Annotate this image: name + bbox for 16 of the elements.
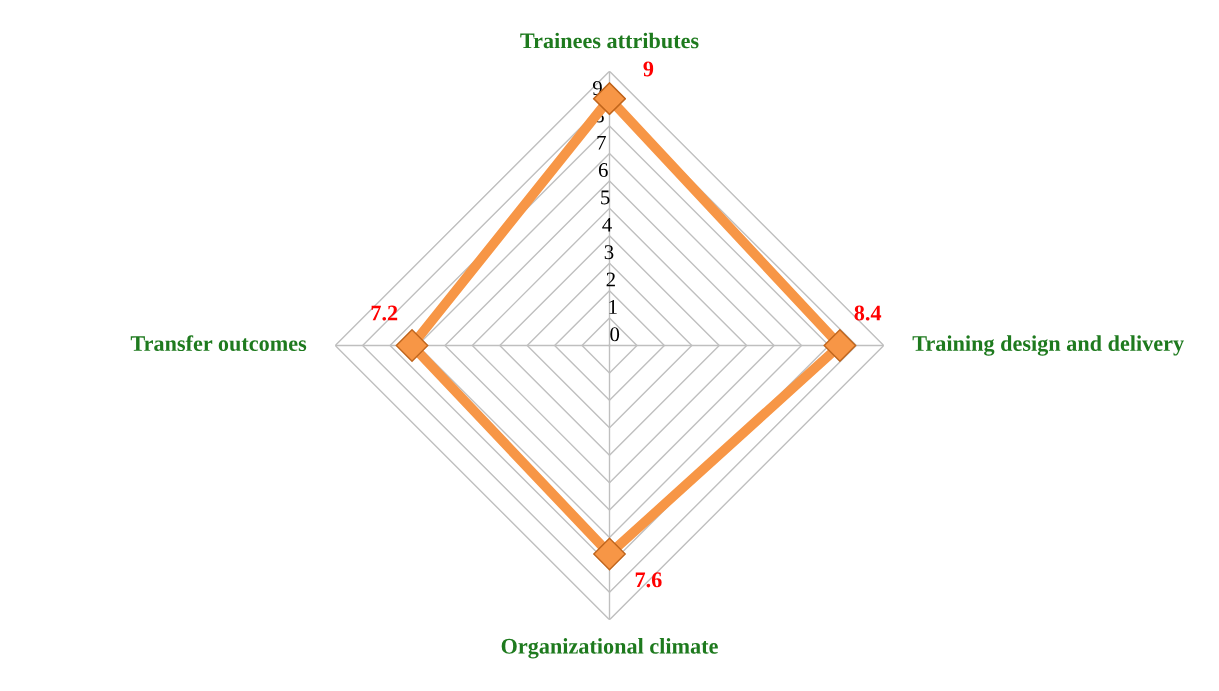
data-label: 8.4	[854, 305, 882, 321]
y-tick-label: 2	[606, 272, 615, 287]
spoke-label: Transfer outcomes	[130, 335, 307, 352]
spoke-label: Training design and delivery	[912, 335, 1184, 356]
y-tick-label: 4	[602, 217, 612, 232]
data-label: 7.6	[635, 572, 662, 588]
y-tick-label: 5	[601, 190, 610, 205]
y-tick-label: 0	[610, 327, 620, 342]
data-label: 9	[643, 61, 654, 77]
y-tick-label: 3	[604, 245, 614, 260]
y-tick-label: 7	[597, 135, 606, 150]
y-tick-label: 1	[609, 299, 617, 314]
spoke-label: Trainees attributes	[520, 32, 699, 49]
spoke-label: Organizational climate	[501, 638, 718, 659]
data-label: 7.2	[371, 305, 398, 321]
y-tick-label: 6	[598, 163, 608, 178]
